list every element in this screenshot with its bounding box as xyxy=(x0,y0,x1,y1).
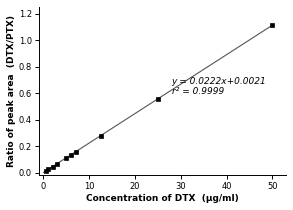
X-axis label: Concentration of DTX  (μg/ml): Concentration of DTX (μg/ml) xyxy=(86,194,239,203)
Y-axis label: Ratio of peak area  (DTX/PTX): Ratio of peak area (DTX/PTX) xyxy=(7,15,16,167)
Text: y = 0.0222x+0.0021
r² = 0.9999: y = 0.0222x+0.0021 r² = 0.9999 xyxy=(172,77,266,96)
